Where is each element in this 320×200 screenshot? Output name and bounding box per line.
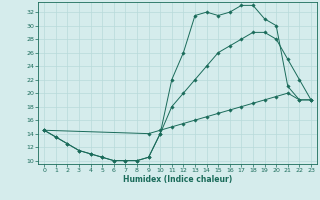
X-axis label: Humidex (Indice chaleur): Humidex (Indice chaleur) [123,175,232,184]
